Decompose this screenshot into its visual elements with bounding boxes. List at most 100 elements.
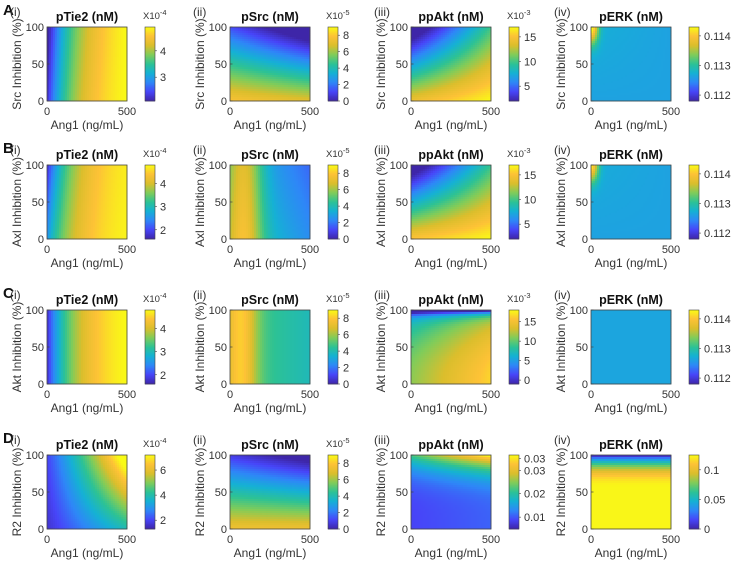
heatmap-cell — [248, 77, 251, 80]
heatmap-cell — [51, 79, 54, 82]
heatmap-cell — [475, 83, 478, 86]
heatmap-cell — [111, 79, 114, 82]
heatmap-cell — [254, 83, 257, 86]
heatmap-cell — [262, 65, 265, 68]
heatmap-cell — [67, 79, 70, 82]
heatmap-cell — [621, 33, 624, 36]
heatmap-cell — [246, 45, 249, 48]
heatmap-cell — [125, 81, 128, 84]
heatmap-cell — [284, 63, 287, 66]
heatmap-cell — [306, 83, 309, 86]
heatmap-cell — [280, 53, 283, 56]
heatmap-cell — [423, 73, 426, 76]
heatmap-cell — [256, 87, 259, 90]
heatmap-cell — [294, 73, 297, 76]
heatmap-cell — [475, 71, 478, 74]
heatmap-cell — [473, 83, 476, 86]
heatmap-cell — [101, 53, 104, 56]
heatmap-cell — [254, 69, 257, 72]
heatmap-cell — [471, 61, 474, 64]
heatmap-cell — [288, 31, 291, 34]
heatmap-cell — [465, 81, 468, 84]
heatmap-cell — [232, 83, 235, 86]
heatmap-cell — [51, 57, 54, 60]
heatmap-cell — [254, 35, 257, 38]
colorbar-step — [509, 84, 519, 87]
heatmap-cell — [55, 43, 58, 46]
heatmap-cell — [79, 93, 82, 96]
heatmap-cell — [282, 67, 285, 70]
heatmap-cell — [49, 75, 52, 78]
heatmap-cell — [250, 63, 253, 66]
heatmap-cell — [659, 33, 662, 36]
heatmap-cell — [111, 85, 114, 88]
heatmap-cell — [113, 63, 116, 66]
heatmap-cell — [651, 29, 654, 32]
heatmap-cell — [121, 31, 124, 34]
heatmap-cell — [469, 83, 472, 86]
heatmap-cell — [463, 95, 466, 98]
heatmap-cell — [252, 67, 255, 70]
heatmap-cell — [308, 31, 311, 34]
heatmap-cell — [236, 69, 239, 72]
heatmap-cell — [99, 39, 102, 42]
heatmap-cell — [457, 55, 460, 58]
heatmap-cell — [105, 61, 108, 64]
heatmap-cell — [669, 27, 672, 30]
heatmap-cell — [258, 75, 261, 78]
heatmap-cell — [99, 27, 102, 30]
heatmap-cell — [473, 29, 476, 32]
heatmap-cell — [645, 37, 648, 40]
heatmap-cell — [284, 27, 287, 30]
heatmap-cell — [292, 89, 295, 92]
heatmap-cell — [308, 37, 311, 40]
heatmap-cell — [59, 69, 62, 72]
heatmap-cell — [109, 33, 112, 36]
heatmap-cell — [631, 37, 634, 40]
heatmap-cell — [248, 45, 251, 48]
heatmap-cell — [667, 39, 670, 42]
heatmap-cell — [51, 73, 54, 76]
heatmap-cell — [67, 53, 70, 56]
heatmap-cell — [99, 35, 102, 38]
heatmap-cell — [256, 79, 259, 82]
heatmap-cell — [481, 45, 484, 48]
heatmap-cell — [447, 77, 450, 80]
heatmap-cell — [413, 97, 416, 100]
heatmap-cell — [306, 63, 309, 66]
heatmap-cell — [123, 67, 126, 70]
heatmap-cell — [103, 41, 106, 44]
heatmap-cell — [105, 55, 108, 58]
heatmap-cell — [465, 49, 468, 52]
heatmap-cell — [637, 27, 640, 30]
heatmap-cell — [427, 99, 430, 102]
heatmap-cell — [601, 35, 604, 38]
heatmap-cell — [429, 91, 432, 94]
heatmap-cell — [417, 27, 420, 30]
heatmap-cell — [288, 73, 291, 76]
heatmap-cell — [475, 65, 478, 68]
heatmap-cell — [270, 47, 273, 50]
heatmap-cell — [288, 61, 291, 64]
heatmap-cell — [91, 97, 94, 100]
colorbar-step — [328, 73, 338, 76]
heatmap-cell — [272, 85, 275, 88]
heatmap-cell — [427, 63, 430, 66]
heatmap-cell — [641, 39, 644, 42]
heatmap-cell — [425, 49, 428, 52]
heatmap-cell — [304, 73, 307, 76]
heatmap-cell — [51, 35, 54, 38]
heatmap-cell — [306, 45, 309, 48]
subpanel-label: (iv) — [554, 5, 571, 19]
heatmap-cell — [67, 91, 70, 94]
heatmap-cell — [53, 35, 56, 38]
heatmap-cell — [431, 49, 434, 52]
heatmap-cell — [605, 27, 608, 30]
heatmap-cell — [431, 39, 434, 42]
heatmap-cell — [663, 33, 666, 36]
heatmap-cell — [415, 45, 418, 48]
heatmap-cell — [69, 47, 72, 50]
heatmap-cell — [445, 33, 448, 36]
heatmap-cell — [473, 65, 476, 68]
heatmap-cell — [429, 41, 432, 44]
